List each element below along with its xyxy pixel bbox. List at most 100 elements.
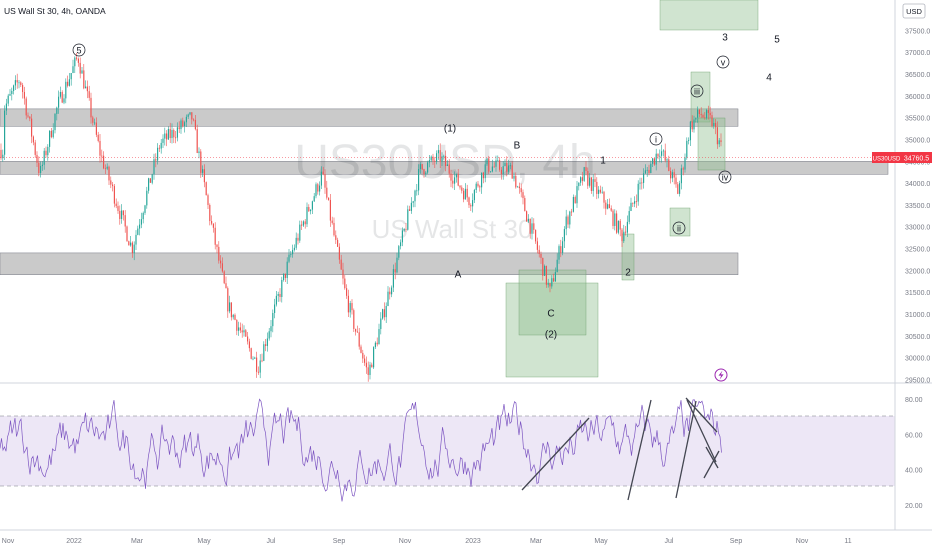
time-tick: Mar	[131, 538, 144, 545]
candle	[216, 244, 218, 254]
candle	[360, 344, 362, 354]
candle	[592, 174, 594, 197]
candle	[643, 168, 645, 189]
candle	[151, 173, 153, 185]
candle	[720, 133, 722, 147]
candle	[313, 192, 315, 202]
candle	[299, 220, 301, 243]
candle	[185, 114, 187, 127]
candle	[95, 117, 97, 138]
candle	[38, 156, 40, 177]
candle	[542, 257, 544, 281]
rsi-trendline-3	[675, 400, 697, 499]
candle	[644, 164, 646, 175]
candle	[4, 105, 6, 160]
candle	[635, 194, 637, 208]
rsi-trendline-5	[686, 399, 717, 463]
candle	[689, 120, 691, 146]
candle	[547, 278, 549, 288]
candle	[115, 198, 117, 209]
candle	[292, 244, 294, 258]
candle	[355, 328, 357, 336]
candle	[50, 128, 52, 139]
candle	[353, 308, 355, 333]
candle	[707, 105, 709, 120]
lightning-icon[interactable]	[714, 368, 728, 382]
candle	[365, 356, 367, 374]
wave-label-13: 2	[625, 268, 631, 279]
candle	[457, 168, 459, 187]
price-tick: 32000.0	[905, 268, 930, 275]
candle	[513, 172, 515, 182]
candle	[112, 182, 114, 192]
candle	[706, 108, 708, 120]
candle	[288, 248, 290, 264]
candle	[506, 156, 508, 177]
wave-label-text: C	[547, 309, 554, 320]
rsi-line	[0, 398, 722, 502]
candle	[684, 153, 686, 173]
price-axis[interactable]: 37500.0 37000.0 36500.0 36000.0 35500.0 35000…	[905, 28, 930, 384]
candle	[70, 72, 72, 86]
candle	[349, 300, 351, 318]
candle	[587, 167, 589, 189]
candle	[22, 82, 24, 99]
candle	[468, 196, 470, 208]
candle	[257, 366, 259, 375]
candle	[504, 159, 506, 167]
candle	[576, 180, 578, 208]
candle	[320, 166, 322, 189]
candle	[266, 332, 268, 352]
candle	[580, 176, 582, 186]
candle	[157, 143, 159, 165]
candle	[697, 106, 699, 123]
rsi-axis[interactable]: 80.00 60.00 40.00 20.00	[905, 397, 923, 510]
candle	[32, 135, 34, 146]
candle	[119, 205, 121, 225]
candle	[400, 239, 402, 250]
candle	[27, 112, 29, 118]
price-tick: 36000.0	[905, 94, 930, 101]
candle	[715, 119, 717, 135]
candle	[454, 171, 456, 191]
candle	[319, 181, 321, 196]
rsi-trendline-1	[521, 417, 590, 491]
candle	[535, 229, 537, 244]
candle	[356, 325, 358, 333]
watermark-name: US Wall St 30	[372, 214, 533, 244]
candle	[171, 123, 173, 144]
candle	[221, 257, 223, 273]
candle	[304, 219, 306, 229]
candle	[412, 200, 414, 208]
candle	[655, 148, 657, 171]
candle	[709, 106, 711, 119]
candle	[281, 276, 283, 303]
time-tick: Nov	[796, 538, 809, 545]
candle	[682, 166, 684, 176]
candle	[234, 313, 236, 321]
wave-box-2	[505, 282, 599, 378]
currency-button[interactable]	[902, 3, 926, 19]
candle	[166, 130, 168, 147]
candle	[432, 153, 434, 165]
candle	[569, 210, 571, 229]
candle	[16, 73, 18, 89]
candle	[43, 148, 45, 170]
candle	[61, 90, 63, 104]
candle	[126, 225, 128, 242]
time-tick: Jul	[267, 538, 276, 545]
candle	[191, 112, 193, 125]
candle	[610, 205, 612, 212]
candle	[52, 123, 54, 139]
candle	[29, 116, 31, 122]
price-tick: 30500.0	[905, 334, 930, 341]
price-tick: 35500.0	[905, 116, 930, 123]
candle	[661, 144, 663, 163]
candle	[182, 117, 184, 128]
rsi-tick: 40.00	[905, 468, 923, 475]
candle	[481, 172, 483, 194]
candle	[338, 243, 340, 264]
candle	[243, 325, 245, 337]
time-axis[interactable]: Nov 2022 Mar May Jul Sep Nov 2023 Mar May Jul Sep No…	[2, 538, 852, 545]
wave-label-text: 5	[774, 35, 780, 46]
